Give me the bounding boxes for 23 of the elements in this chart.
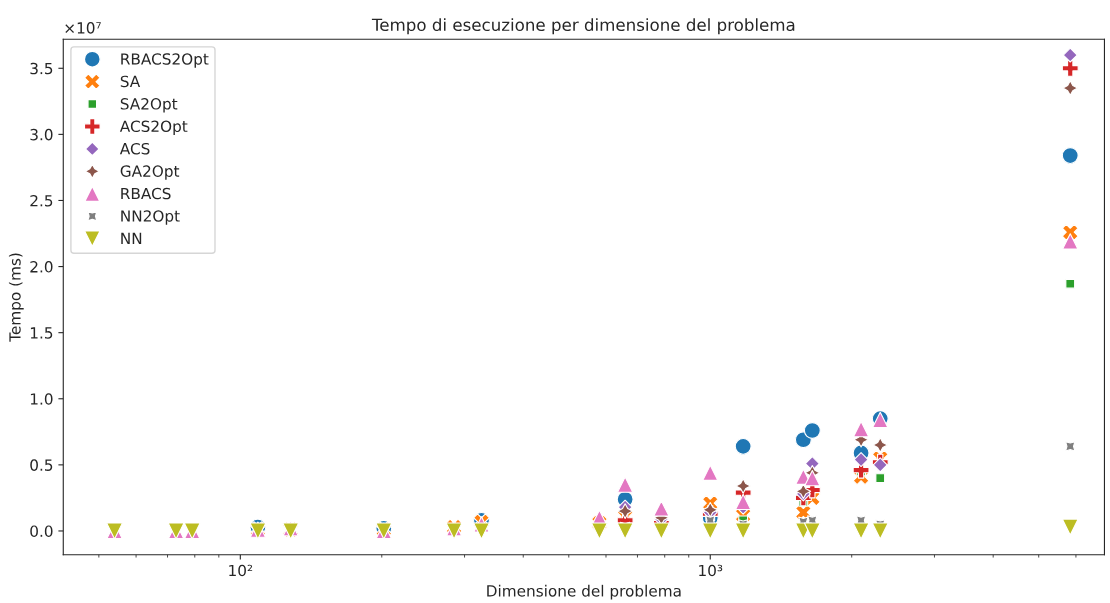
y-tick-label: 2.0 (30, 261, 53, 273)
chart-title: Tempo di esecuzione per dimensione del problema (371, 18, 795, 35)
text: ×10⁷ (65, 22, 101, 34)
legend-label: ACS2Opt (119, 120, 188, 136)
y-axis-title: Tempo (ms) (8, 253, 24, 342)
legend-label: SA (120, 75, 141, 88)
y-tick-label: 2.5 (30, 194, 53, 207)
y-tick-label: 1.5 (30, 327, 53, 339)
legend-label: NN2Opt (121, 210, 180, 225)
x-tick-label: 10³ (699, 564, 723, 577)
y-tick-label: 1.0 (30, 393, 53, 405)
legend-label: RBACS2Opt (121, 53, 209, 68)
y-tick-label: 0.0 (30, 525, 53, 537)
y-tick-label: 3.5 (30, 62, 53, 75)
legend-label: NN (121, 232, 142, 244)
legend-label: ACS (119, 142, 150, 155)
x-axis-title: Dimensione del problema (487, 584, 681, 600)
y-tick-label: 3.0 (30, 128, 53, 141)
x-tick-label: 10² (229, 564, 253, 577)
legend-label: SA2Opt (120, 98, 178, 113)
legend-label: GA2Opt (120, 165, 180, 180)
y-tick-label: 0.5 (30, 459, 53, 471)
legend-label: RBACS (121, 187, 171, 200)
